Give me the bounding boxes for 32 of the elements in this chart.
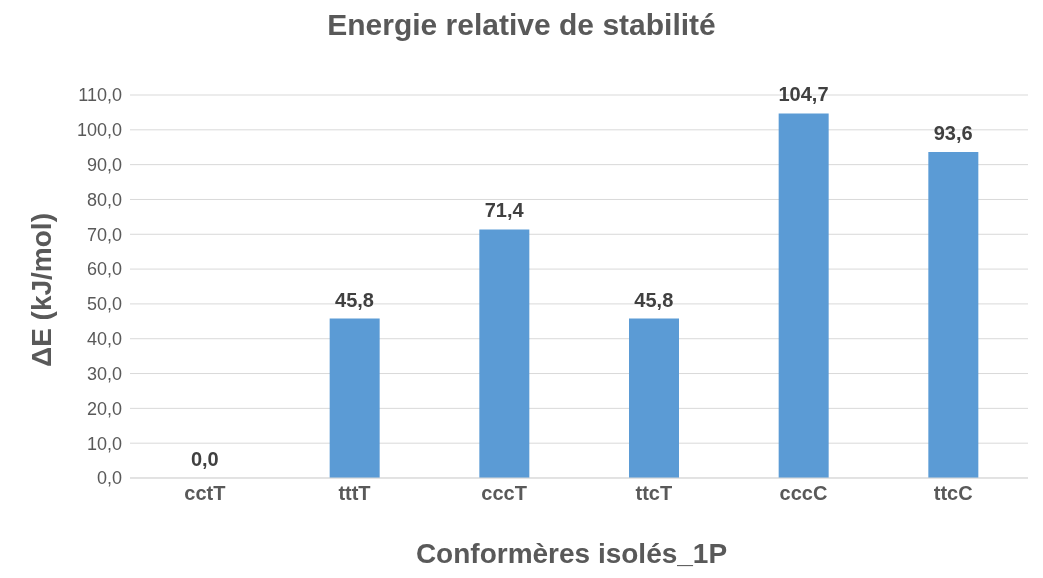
x-tick-label: tttT xyxy=(338,482,371,505)
x-axis-title: Conformères isolés_1P xyxy=(414,538,729,570)
y-tick-label: 80,0 xyxy=(86,189,122,210)
x-tick-label: cccC xyxy=(779,482,828,505)
y-tick-label: 0,0 xyxy=(96,468,122,489)
bar xyxy=(329,318,380,478)
y-tick-label: 50,0 xyxy=(86,294,122,315)
y-tick-label: 60,0 xyxy=(86,259,122,280)
y-tick-label: 70,0 xyxy=(86,224,122,245)
y-tick-label: 40,0 xyxy=(86,329,122,350)
bar xyxy=(479,229,530,478)
data-label: 93,6 xyxy=(933,122,973,145)
y-tick-label: 10,0 xyxy=(86,433,122,454)
x-tick-label: cccT xyxy=(481,482,527,505)
y-tick-label: 30,0 xyxy=(86,363,122,384)
data-label: 45,8 xyxy=(634,288,674,311)
data-label: 0,0 xyxy=(190,448,219,470)
chart-title: Energie relative de stabilité xyxy=(326,8,717,42)
x-tick-label: ttcC xyxy=(933,482,973,505)
data-label: 45,8 xyxy=(335,288,374,311)
y-tick-label: 20,0 xyxy=(86,398,122,419)
y-axis-title: ΔE (kJ/mol) xyxy=(26,213,58,367)
bar xyxy=(629,318,679,478)
data-label: 104,7 xyxy=(778,83,829,106)
bar xyxy=(928,152,979,478)
x-tick-label: ttcT xyxy=(635,482,673,505)
x-tick-label: cctT xyxy=(184,482,226,505)
bar xyxy=(778,113,829,478)
data-label: 71,4 xyxy=(484,199,525,222)
y-tick-label: 110,0 xyxy=(78,85,122,106)
y-tick-label: 100,0 xyxy=(76,120,122,141)
y-tick-label: 90,0 xyxy=(86,155,122,176)
